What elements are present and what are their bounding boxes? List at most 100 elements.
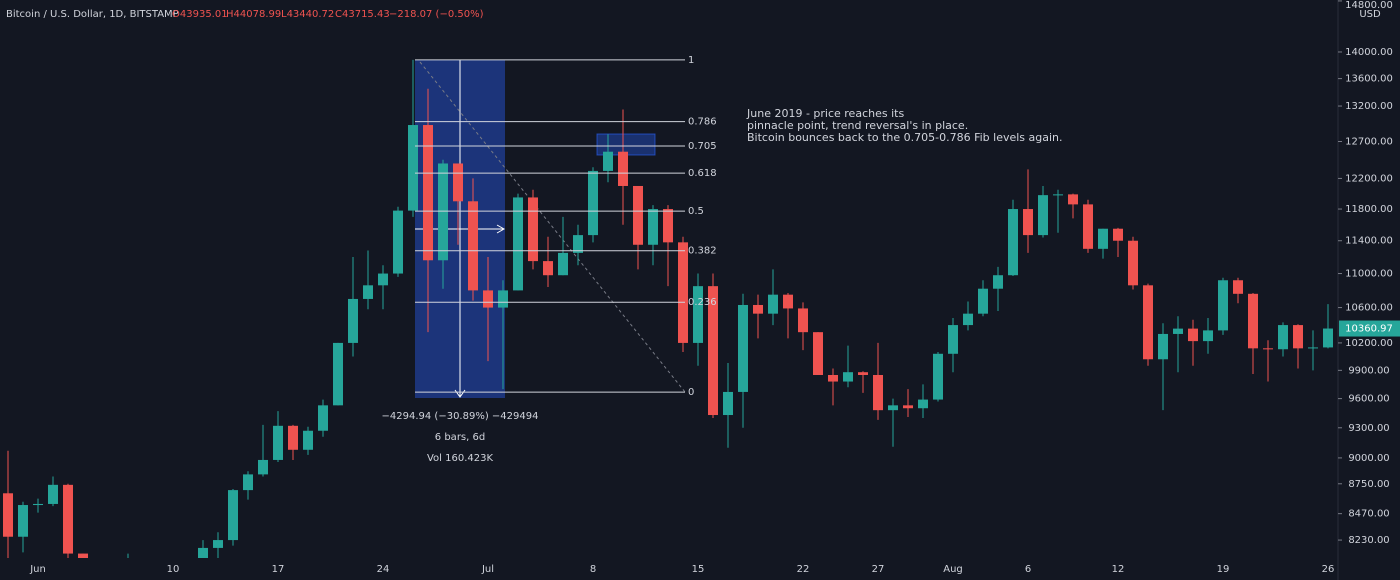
x-tick-label: 27	[872, 564, 885, 575]
y-tick-label: 9900.00	[1348, 365, 1389, 376]
x-tick-label: 8	[590, 564, 596, 575]
candle-body	[1203, 330, 1213, 342]
candle-body	[498, 290, 508, 308]
y-tick-label: 14800.00	[1345, 0, 1393, 11]
y-tick-label: 14000.00	[1345, 47, 1393, 58]
candle-body	[903, 405, 913, 409]
candle-body	[33, 503, 43, 506]
candle-body	[1158, 333, 1168, 360]
y-tick-label: 13600.00	[1345, 74, 1393, 85]
candle-body	[348, 298, 358, 343]
y-tick-label: 9000.00	[1348, 453, 1389, 464]
x-tick-label: 10	[167, 564, 180, 575]
candle-body	[1278, 325, 1288, 350]
x-tick-label: 6	[1025, 564, 1031, 575]
annotation-line: June 2019 - price reaches its	[746, 107, 904, 120]
candle-body	[858, 372, 868, 375]
candle-body	[678, 242, 688, 343]
candle-body	[18, 505, 28, 537]
candle-body	[318, 405, 328, 431]
y-tick-label: 8470.00	[1348, 509, 1389, 520]
price-tag	[1339, 320, 1400, 337]
candle-body	[993, 275, 1003, 289]
y-tick-label: 12200.00	[1345, 173, 1393, 184]
candle-body	[408, 125, 418, 211]
candle-body	[228, 490, 238, 541]
candle-body	[528, 197, 538, 262]
fib-label: 0.382	[688, 246, 717, 257]
fib-label: 0.705	[688, 141, 717, 152]
candle-body	[333, 342, 343, 406]
candle-body	[1308, 347, 1318, 349]
candle-body	[633, 185, 643, 245]
candle-body	[423, 125, 433, 261]
candle-body	[693, 286, 703, 343]
x-tick-label: 26	[1322, 564, 1335, 575]
x-tick-label: Jul	[481, 564, 494, 575]
candle-body	[1038, 195, 1048, 236]
candle-body	[603, 151, 613, 171]
candle-body	[1068, 194, 1078, 205]
candle-body	[213, 540, 223, 548]
y-tick-label: 13200.00	[1345, 101, 1393, 112]
candle-body	[783, 294, 793, 309]
x-tick-label: 12	[1112, 564, 1125, 575]
fib-label: 1	[688, 55, 694, 66]
candle-body	[1188, 328, 1198, 342]
x-tick-label: Aug	[943, 564, 963, 575]
measure-change: −4294.94 (−30.89%) −429494	[382, 411, 539, 422]
ohlc-high: H44078.99	[226, 9, 281, 20]
candle-body	[453, 163, 463, 202]
candle-body	[243, 474, 253, 491]
candles	[3, 59, 1333, 558]
candle-body	[753, 304, 763, 314]
candle-body	[828, 374, 838, 382]
annotation-line: pinnacle point, trend reversal's in plac…	[747, 119, 968, 132]
candle-body	[438, 163, 448, 261]
y-tick-label: 9300.00	[1348, 423, 1389, 434]
candle-body	[378, 273, 388, 286]
candle-body	[618, 151, 628, 186]
y-tick-label: 8230.00	[1348, 535, 1389, 546]
y-tick-label: 11400.00	[1345, 236, 1393, 247]
ohlc-close: C43715.43	[335, 9, 390, 20]
candle-body	[813, 332, 823, 375]
candle-body	[273, 425, 283, 460]
ohlc-open: O43935.01	[172, 9, 228, 20]
candle-body	[468, 201, 478, 291]
candle-body	[543, 261, 553, 276]
x-tick-label: 19	[1217, 564, 1230, 575]
candle-body	[918, 399, 928, 409]
candle-body	[198, 547, 208, 558]
candle-body	[483, 290, 493, 308]
candle-body	[948, 325, 958, 354]
y-tick-label: 11800.00	[1345, 204, 1393, 215]
candle-body	[393, 210, 403, 274]
currency: USD	[1359, 9, 1381, 20]
symbol: Bitcoin / U.S. Dollar, 1D, BITSTAMP	[6, 9, 179, 20]
candle-body	[513, 197, 523, 291]
candle-body	[1098, 228, 1108, 249]
candle-body	[843, 372, 853, 382]
candle-body	[708, 286, 718, 416]
y-tick-label: 10200.00	[1345, 338, 1393, 349]
candle-body	[963, 313, 973, 326]
x-tick-label: 17	[272, 564, 285, 575]
candle-body	[1113, 228, 1123, 241]
candle-body	[888, 405, 898, 411]
candle-body	[933, 353, 943, 400]
candle-body	[978, 288, 988, 314]
candle-body	[1053, 194, 1063, 196]
candle-body	[738, 304, 748, 392]
measure-arrowhead-h	[496, 224, 506, 234]
candle-body	[63, 484, 73, 554]
candle-body	[303, 430, 313, 450]
fib-label: 0	[688, 387, 694, 398]
ohlc-low: L43440.72	[281, 9, 334, 20]
y-tick-label: 8750.00	[1348, 479, 1389, 490]
x-tick-label: Jun	[29, 564, 46, 575]
candle-body	[798, 308, 808, 333]
price-tag-label: 10360.97	[1345, 324, 1393, 335]
fib-label: 0.618	[688, 168, 717, 179]
